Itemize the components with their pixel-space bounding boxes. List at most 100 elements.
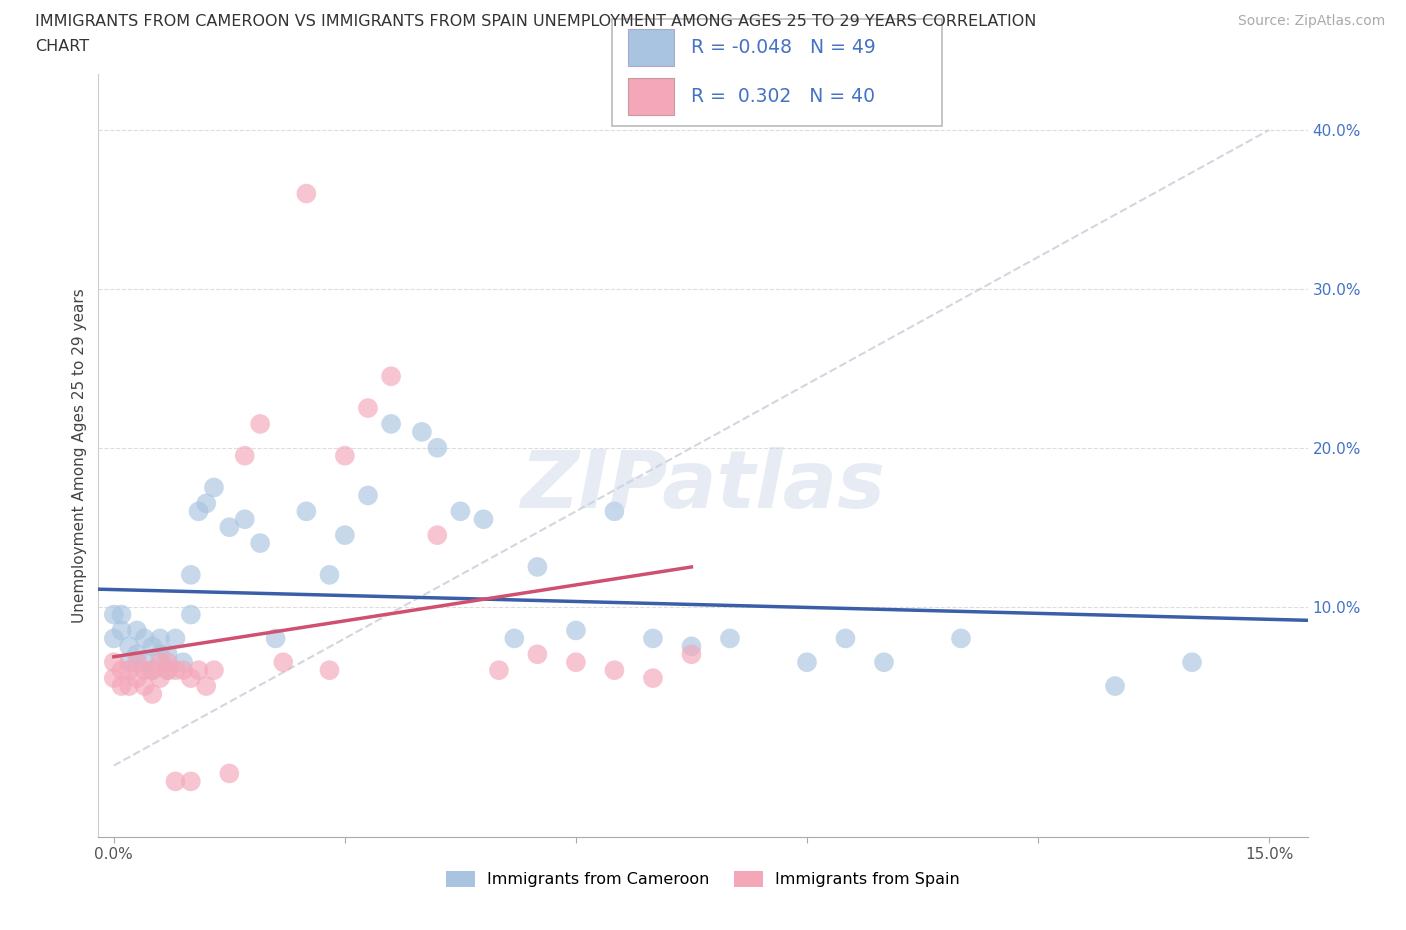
Text: CHART: CHART bbox=[35, 39, 89, 54]
Point bbox=[149, 655, 172, 670]
Text: Source: ZipAtlas.com: Source: ZipAtlas.com bbox=[1237, 14, 1385, 28]
Point bbox=[156, 663, 179, 678]
Point bbox=[103, 607, 125, 622]
Point bbox=[156, 663, 179, 678]
Point bbox=[1181, 655, 1204, 670]
Point bbox=[718, 631, 741, 645]
FancyBboxPatch shape bbox=[628, 30, 675, 66]
Point bbox=[180, 567, 202, 582]
Point bbox=[149, 671, 172, 685]
Point bbox=[125, 647, 148, 662]
Point bbox=[141, 639, 163, 654]
FancyBboxPatch shape bbox=[628, 78, 675, 115]
Point bbox=[141, 686, 163, 701]
Point bbox=[141, 663, 163, 678]
Point bbox=[202, 663, 225, 678]
Text: R =  0.302   N = 40: R = 0.302 N = 40 bbox=[690, 87, 875, 106]
Point bbox=[950, 631, 973, 645]
Point bbox=[233, 448, 256, 463]
Point bbox=[233, 512, 256, 526]
Point bbox=[149, 631, 172, 645]
Point bbox=[195, 496, 218, 511]
Point bbox=[411, 424, 433, 439]
Point bbox=[357, 401, 380, 416]
Point bbox=[449, 504, 471, 519]
Point bbox=[125, 623, 148, 638]
Point bbox=[380, 369, 402, 384]
Point bbox=[641, 671, 664, 685]
Point bbox=[110, 607, 132, 622]
Point bbox=[472, 512, 495, 526]
Point bbox=[264, 631, 287, 645]
FancyBboxPatch shape bbox=[612, 19, 942, 126]
Point bbox=[426, 440, 449, 455]
Point bbox=[271, 655, 294, 670]
Point bbox=[357, 488, 380, 503]
Point bbox=[187, 504, 209, 519]
Text: IMMIGRANTS FROM CAMEROON VS IMMIGRANTS FROM SPAIN UNEMPLOYMENT AMONG AGES 25 TO : IMMIGRANTS FROM CAMEROON VS IMMIGRANTS F… bbox=[35, 14, 1036, 29]
Point bbox=[165, 631, 187, 645]
Point bbox=[134, 679, 156, 694]
Point bbox=[249, 536, 271, 551]
Point bbox=[380, 417, 402, 432]
Point bbox=[681, 639, 703, 654]
Point bbox=[118, 655, 141, 670]
Point bbox=[426, 527, 449, 542]
Point bbox=[134, 663, 156, 678]
Point bbox=[202, 480, 225, 495]
Point bbox=[603, 504, 626, 519]
Point bbox=[333, 448, 356, 463]
Point bbox=[165, 663, 187, 678]
Point bbox=[526, 647, 548, 662]
Point bbox=[249, 417, 271, 432]
Point bbox=[110, 623, 132, 638]
Point bbox=[180, 607, 202, 622]
Point bbox=[195, 679, 218, 694]
Point bbox=[834, 631, 856, 645]
Point bbox=[118, 663, 141, 678]
Point bbox=[295, 504, 318, 519]
Point bbox=[156, 655, 179, 670]
Legend: Immigrants from Cameroon, Immigrants from Spain: Immigrants from Cameroon, Immigrants fro… bbox=[440, 865, 966, 894]
Point bbox=[565, 655, 588, 670]
Point bbox=[318, 663, 340, 678]
Point bbox=[103, 671, 125, 685]
Point bbox=[110, 663, 132, 678]
Point bbox=[141, 663, 163, 678]
Point bbox=[110, 679, 132, 694]
Point bbox=[641, 631, 664, 645]
Point bbox=[125, 655, 148, 670]
Point bbox=[187, 663, 209, 678]
Point bbox=[172, 655, 194, 670]
Point bbox=[172, 663, 194, 678]
Point bbox=[503, 631, 526, 645]
Point bbox=[218, 520, 240, 535]
Point bbox=[180, 671, 202, 685]
Point bbox=[118, 679, 141, 694]
Point bbox=[218, 766, 240, 781]
Point bbox=[318, 567, 340, 582]
Point bbox=[125, 671, 148, 685]
Point bbox=[526, 560, 548, 575]
Point bbox=[295, 186, 318, 201]
Point bbox=[681, 647, 703, 662]
Point bbox=[1104, 679, 1126, 694]
Point bbox=[180, 774, 202, 789]
Point bbox=[165, 774, 187, 789]
Point bbox=[103, 655, 125, 670]
Text: R = -0.048   N = 49: R = -0.048 N = 49 bbox=[690, 38, 876, 57]
Point bbox=[134, 631, 156, 645]
Point bbox=[565, 623, 588, 638]
Point bbox=[103, 631, 125, 645]
Point bbox=[603, 663, 626, 678]
Point bbox=[118, 639, 141, 654]
Point bbox=[134, 655, 156, 670]
Y-axis label: Unemployment Among Ages 25 to 29 years: Unemployment Among Ages 25 to 29 years bbox=[72, 288, 87, 623]
Point bbox=[488, 663, 510, 678]
Text: ZIPatlas: ZIPatlas bbox=[520, 447, 886, 525]
Point bbox=[333, 527, 356, 542]
Point bbox=[796, 655, 818, 670]
Point bbox=[873, 655, 896, 670]
Point bbox=[156, 647, 179, 662]
Point bbox=[149, 647, 172, 662]
